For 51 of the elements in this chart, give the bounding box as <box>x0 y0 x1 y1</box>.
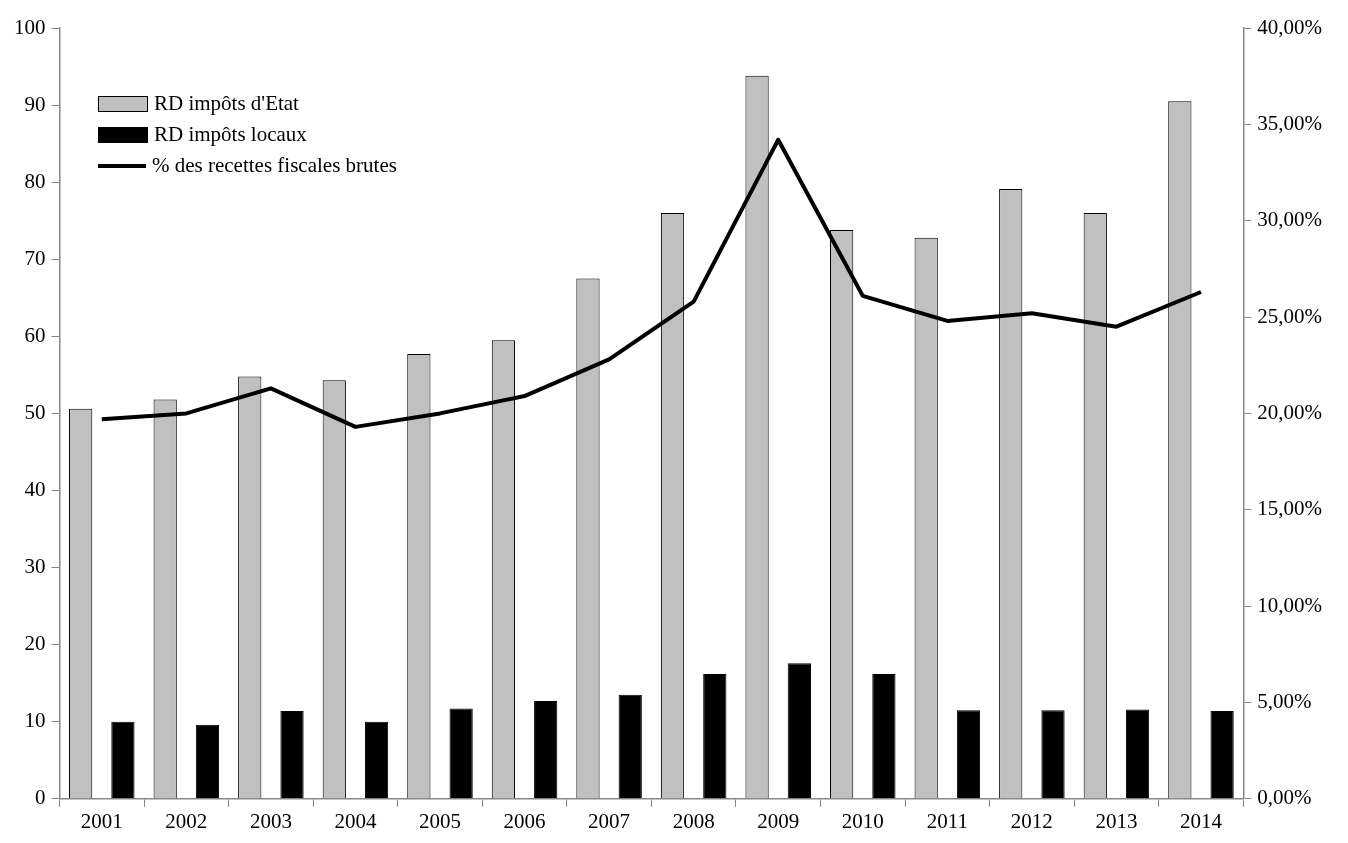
legend-label: % des recettes fiscales brutes <box>152 153 397 178</box>
bar <box>1041 710 1065 799</box>
y-tick-label: 90 <box>24 91 46 116</box>
bar <box>534 700 558 799</box>
x-tick-label: 2010 <box>841 808 884 833</box>
bar <box>618 694 642 799</box>
y2-tick-label: 15,00% <box>1257 496 1323 521</box>
y2-tick-label: 30,00% <box>1257 207 1323 232</box>
y2-tick-label: 10,00% <box>1257 592 1323 617</box>
x-tick-label: 2004 <box>334 808 377 833</box>
x-tick-label: 2005 <box>418 808 461 833</box>
y2-tick-label: 20,00% <box>1257 399 1323 424</box>
x-tick-label: 2011 <box>926 808 968 833</box>
bar <box>956 710 981 799</box>
y-tick-label: 10 <box>24 708 46 733</box>
x-tick-label: 2013 <box>1095 808 1138 833</box>
y-tick-label: 40 <box>24 477 46 501</box>
bar <box>1125 709 1150 799</box>
x-tick-label: 2009 <box>757 808 800 833</box>
y2-tick-label: 25,00% <box>1257 303 1323 328</box>
y-tick-label: 20 <box>24 631 46 656</box>
x-tick-label: 2008 <box>672 808 715 833</box>
bar <box>364 721 389 799</box>
bar <box>111 721 135 799</box>
y-tick-label: 30 <box>24 554 46 579</box>
bar <box>449 708 473 799</box>
y-tick-label: 70 <box>24 245 46 270</box>
x-tick-label: 2002 <box>165 808 208 833</box>
y2-tick-label: 35,00% <box>1257 110 1323 135</box>
bar <box>872 673 896 799</box>
x-tick-label: 2003 <box>249 808 292 833</box>
bar <box>703 673 727 799</box>
y-tick-label: 100 <box>14 14 46 39</box>
x-tick-label: 2014 <box>1179 808 1223 833</box>
y-tick-label: 50 <box>24 399 46 424</box>
x-tick-label: 2007 <box>588 808 631 833</box>
legend-label: RD impôts locaux <box>154 122 307 147</box>
legend-label: RD impôts d'Etat <box>154 91 299 116</box>
y2-tick-label: 0,00% <box>1257 785 1312 810</box>
bar <box>280 710 304 799</box>
y2-tick-label: 40,00% <box>1257 14 1323 39</box>
y-tick-label: 60 <box>24 322 46 347</box>
y2-tick-label: 5,00% <box>1257 688 1312 713</box>
x-tick-label: 2001 <box>80 808 123 833</box>
bar <box>195 724 220 799</box>
x-tick-label: 2006 <box>503 808 546 833</box>
y-tick-label: 80 <box>24 168 46 193</box>
bar <box>787 663 811 799</box>
x-tick-label: 2012 <box>1010 808 1053 833</box>
y-tick-label: 0 <box>35 785 46 810</box>
bar <box>1210 710 1234 799</box>
